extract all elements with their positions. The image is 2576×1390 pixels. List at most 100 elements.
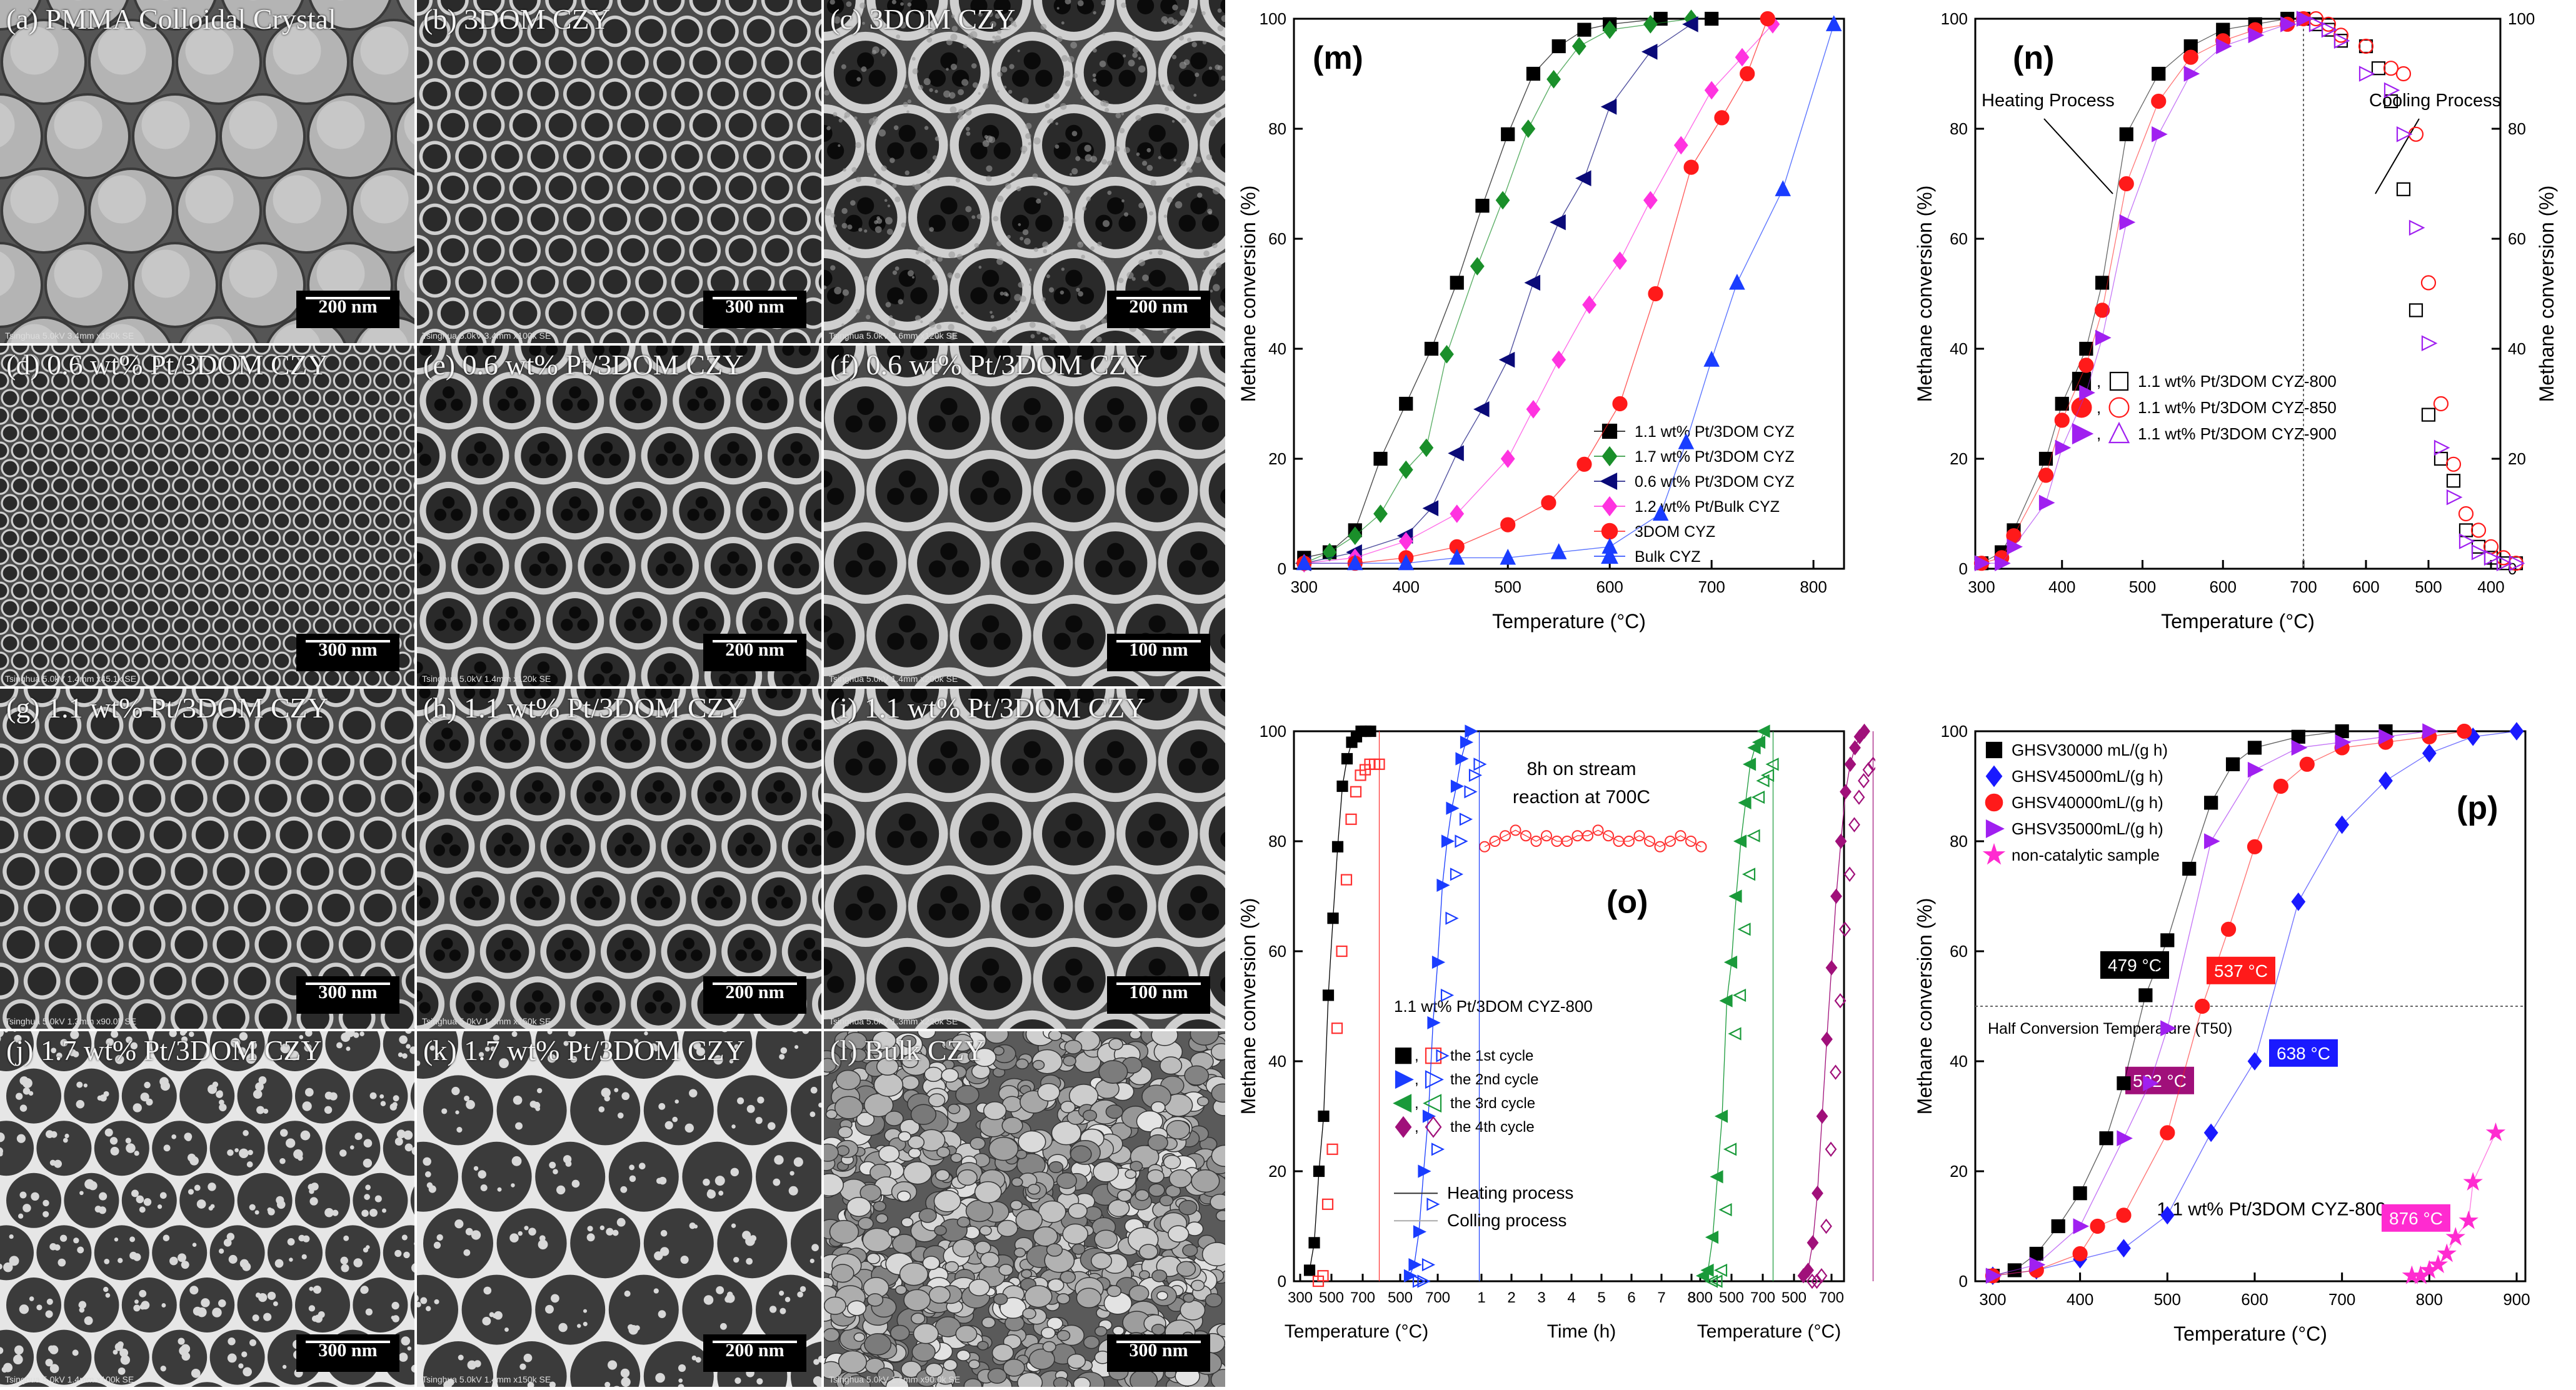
data-point — [1613, 397, 1626, 411]
legend-marker — [2072, 398, 2092, 418]
data-point — [1850, 741, 1860, 754]
legend-label: 1.7 wt% Pt/3DOM CYZ — [1635, 448, 1795, 466]
y-tick-label: 100 — [1260, 9, 1286, 28]
data-point — [1740, 67, 1754, 81]
data-point — [2447, 491, 2461, 504]
x-tick-label: 700 — [1425, 1289, 1450, 1306]
x-tick-label: 800 — [1800, 578, 1827, 596]
scale-bar: 200 nm — [703, 1334, 806, 1372]
data-point — [1725, 1144, 1736, 1155]
sem-footer: Tsinghua 5.0kV 1.4mm x45.1k SE — [5, 674, 136, 684]
data-point — [1859, 774, 1869, 788]
x-tick-label: 700 — [1350, 1289, 1375, 1306]
legend-marker — [1603, 424, 1616, 438]
data-point — [1743, 869, 1755, 880]
sem-footer: Tsinghua 5.0kV 1.4mm x200k SE — [829, 674, 958, 684]
y-tick-label: 20 — [1268, 449, 1286, 468]
data-point — [2056, 441, 2070, 454]
data-point — [1424, 501, 1438, 515]
data-point — [1761, 12, 1775, 26]
sem-panel-label: (b) 3DOM CZY — [423, 2, 610, 36]
y-tick-label: 80 — [1950, 119, 1968, 138]
data-point — [1428, 1199, 1439, 1210]
legend-label: GHSV30000 mL/(g h) — [2012, 741, 2168, 759]
data-point — [2434, 397, 2448, 411]
data-point — [2055, 413, 2069, 427]
data-point — [2040, 496, 2053, 509]
data-point — [1323, 1199, 1333, 1209]
legend-marker — [1603, 498, 1616, 516]
y-axis-label-right: Methane conversion (%) — [2535, 186, 2558, 402]
data-point — [1578, 24, 1590, 36]
data-point — [1465, 786, 1476, 798]
x-tick-label: 800 — [2416, 1290, 2443, 1309]
data-point — [2359, 39, 2373, 53]
data-point — [2248, 840, 2262, 854]
legend-label: the 4th cycle — [1450, 1119, 1535, 1136]
data-point — [2205, 796, 2217, 809]
data-point — [1500, 353, 1514, 367]
x-tick-label: 400 — [2067, 1290, 2093, 1309]
legend-marker — [1987, 742, 2002, 758]
legend-label: 1.1 wt% Pt/3DOM CYZ-850 — [2138, 398, 2337, 417]
y-axis-label: Methane conversion (%) — [1237, 186, 1260, 402]
y-tick-label: 40 — [1950, 339, 1968, 358]
data-point — [1748, 830, 1760, 841]
data-point — [2120, 177, 2133, 191]
x-tick-label: 400 — [1393, 578, 1420, 596]
y-tick-label: 60 — [1950, 229, 1968, 248]
data-point — [1776, 182, 1790, 196]
data-point — [1705, 82, 1718, 98]
data-point — [1696, 842, 1706, 852]
data-point — [1451, 276, 1463, 289]
x-axis-label: Temperature (°C) — [1492, 610, 1646, 632]
data-point — [2205, 1124, 2217, 1141]
data-point — [1456, 836, 1467, 847]
x-tick-label: 500 — [1495, 578, 1521, 596]
y-tick-label: 60 — [1950, 942, 1968, 961]
legend-marker — [1602, 524, 1617, 539]
data-point — [1450, 446, 1463, 460]
y-axis-label: Methane conversion (%) — [1237, 898, 1260, 1115]
y-tick-label: 60 — [1268, 942, 1286, 961]
data-point — [1446, 912, 1458, 924]
x-tick-label: 7 — [1657, 1289, 1665, 1306]
data-point — [1466, 726, 1477, 737]
data-point — [2052, 1220, 2065, 1232]
sem-footer: Tsinghua 5.0kV 3.6mm x120k SE — [829, 331, 958, 341]
data-point — [2488, 1124, 2503, 1139]
data-point — [1451, 869, 1462, 880]
data-point — [1451, 506, 1463, 522]
data-point — [1705, 12, 1718, 25]
legend-label: GHSV45000mL/(g h) — [2012, 767, 2163, 786]
sem-footer: Tsinghua 5.0kV 3.4mm x100k SE — [422, 331, 551, 341]
t50-text: 638 °C — [2277, 1044, 2330, 1063]
sem-footer: Tsinghua 5.0kV 1.3mm x150k SE — [422, 1016, 551, 1026]
x-tick-label: 700 — [1750, 1289, 1775, 1306]
data-point — [2091, 1219, 2105, 1233]
annotation-sample: 1.1 wt% Pt/3DOM CYZ-800 — [1394, 997, 1593, 1016]
sem-panel-label: (a) PMMA Colloidal Crystal — [6, 2, 336, 36]
data-point — [1850, 818, 1860, 831]
legend-label: 1.1 wt% Pt/3DOM CYZ-800 — [2138, 372, 2337, 391]
y-tick-label: 0 — [1959, 559, 1968, 578]
data-point — [2292, 894, 2305, 910]
data-point — [1375, 452, 1387, 465]
sem-panel-label: (g) 1.1 wt% Pt/3DOM CZY — [6, 691, 328, 724]
data-point — [1643, 45, 1656, 59]
chart-title: (o) — [1606, 884, 1648, 920]
legend-marker — [1396, 1118, 1411, 1137]
x-tick-label: 600 — [2241, 1290, 2268, 1309]
data-point — [1440, 346, 1453, 362]
data-point — [1319, 1111, 1329, 1121]
legend-label: the 2nd cycle — [1450, 1071, 1538, 1088]
legend-label: GHSV40000mL/(g h) — [2012, 793, 2163, 812]
y-tick-label: 40 — [1268, 1052, 1286, 1071]
sem-panel-label: (e) 0.6 wt% Pt/3DOM CZY — [423, 348, 743, 381]
data-point — [1375, 506, 1387, 522]
